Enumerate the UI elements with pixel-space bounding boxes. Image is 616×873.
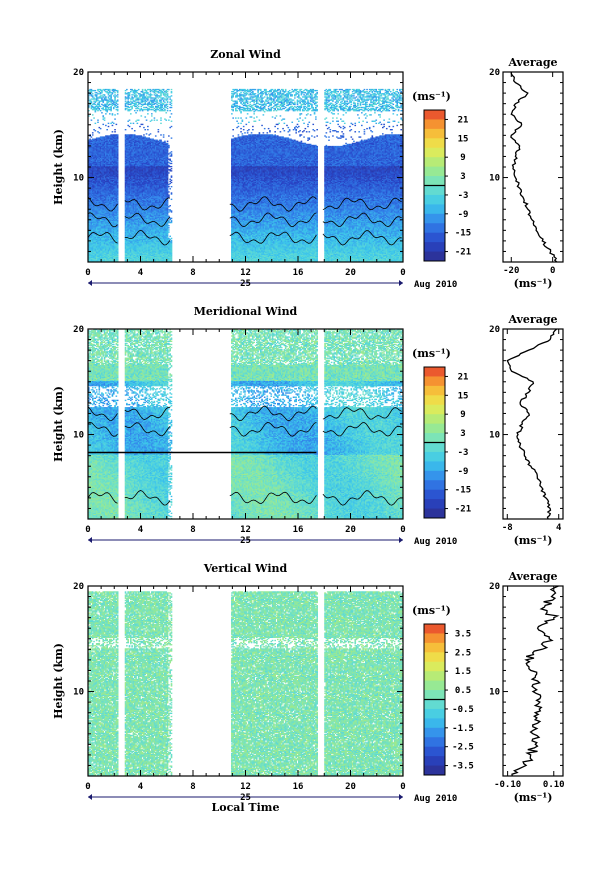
- heatmap-cell: [99, 132, 101, 133]
- heatmap-cell: [92, 114, 94, 115]
- heatmap-cell: [91, 120, 93, 121]
- heatmap-cell: [108, 123, 110, 124]
- heatmap-cells: [88, 89, 403, 262]
- heatmap-cell: [109, 89, 111, 90]
- heatmap-cell: [104, 117, 106, 118]
- heatmap-cell: [93, 117, 95, 118]
- heatmap-cell: [108, 126, 110, 127]
- heatmap-cell: [92, 95, 94, 96]
- heatmap-cell: [100, 110, 102, 111]
- heatmap-cell: [97, 122, 99, 123]
- heatmap-cell: [91, 136, 93, 137]
- heatmap-cell: [95, 90, 97, 91]
- heatmap-cell: [102, 115, 104, 116]
- heatmap-cell: [102, 124, 104, 125]
- heatmap-cell: [105, 125, 107, 126]
- heatmap-cell: [95, 130, 97, 131]
- heatmap-cell: [109, 113, 111, 114]
- heatmap-cell: [91, 101, 93, 102]
- heatmap-cell: [92, 134, 94, 135]
- heatmap-cell: [104, 94, 106, 95]
- heatmap-cell: [105, 96, 107, 97]
- heatmap-cell: [112, 113, 114, 114]
- figure: Zonal Wind0 4 8 12 16 20 01020Height (km)25 Aug…: [0, 0, 616, 873]
- heatmap-cell: [95, 123, 97, 124]
- heatmap-cell: [112, 131, 114, 132]
- heatmap-cell: [105, 113, 107, 114]
- heatmap-cell: [106, 129, 108, 130]
- heatmap-cell: [112, 125, 114, 126]
- heatmap-cell: [92, 93, 94, 94]
- heatmap-cell: [100, 128, 102, 129]
- heatmap-cell: [97, 120, 99, 121]
- heatmap-cell: [92, 132, 94, 133]
- heatmap-cell: [99, 108, 101, 109]
- heatmap-cell: [101, 112, 103, 113]
- panel-title: Zonal Wind: [210, 48, 281, 61]
- heatmap-cell: [100, 106, 102, 107]
- heatmap-cell: [104, 120, 106, 121]
